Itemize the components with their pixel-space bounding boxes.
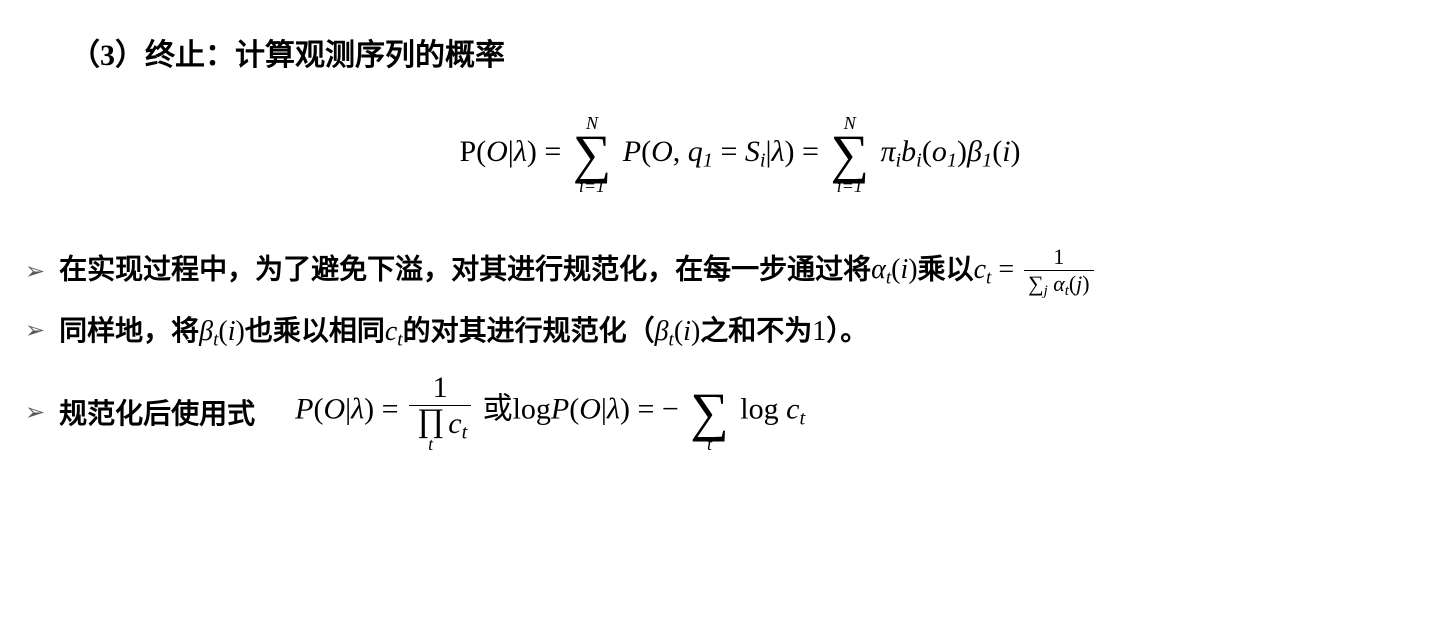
- f2-sum-sigma: ∑: [690, 388, 729, 437]
- sym-S: S: [745, 135, 760, 168]
- section-heading: （3）终止：计算观测序列的概率: [70, 30, 1410, 74]
- b2-i2: i: [683, 316, 691, 347]
- bullet-2: ➢ 同样地，将βt(i)也乘以相同ct的对其进行规范化（βt(i)之和不为1）。: [25, 309, 1410, 351]
- sym-open: (: [476, 135, 486, 168]
- f2-O2: O: [579, 393, 601, 426]
- sym-lambda: λ: [514, 135, 527, 168]
- sym-beta-close: ): [1011, 135, 1021, 168]
- b2-text-5: ）。: [826, 315, 868, 346]
- b2-text-4: 之和不为: [700, 315, 812, 346]
- bullet-list: ➢ 在实现过程中，为了避免下溢，对其进行规范化，在每一步通过将αt(i)乘以ct…: [25, 245, 1410, 454]
- b1-frac-num: 1: [1024, 245, 1093, 271]
- sym-O2: O: [651, 135, 673, 168]
- b1-fraction: 1∑j αt(j): [1024, 245, 1093, 300]
- f2-eq2: =: [630, 393, 662, 426]
- sym-comma: ,: [673, 135, 688, 168]
- f2-c2: c: [786, 393, 799, 426]
- sum-1: N ∑ i=1: [573, 114, 612, 195]
- slide: （3）终止：计算观测序列的概率 P(O|λ) = N ∑ i=1 P(O, q1…: [0, 0, 1440, 621]
- b1-text-2: 乘以: [918, 253, 974, 284]
- sym-o-sub: 1: [947, 150, 957, 172]
- b2-text-2: 也乘以相同: [245, 315, 385, 346]
- f2-minus: −: [662, 393, 686, 426]
- f2-c1-sub: t: [462, 422, 468, 444]
- b1-den-close: ): [1082, 272, 1089, 296]
- f2-sum: ∑t: [690, 372, 729, 453]
- sym-close: ): [527, 135, 537, 168]
- sym-P2: P: [623, 135, 641, 168]
- sym-P: P: [459, 135, 476, 168]
- b1-den-alpha: α: [1053, 272, 1064, 296]
- sym-b: b: [901, 135, 916, 168]
- f2-or: 或: [474, 393, 512, 426]
- sum-2: N ∑ i=1: [830, 114, 869, 195]
- b2-open: (: [218, 316, 227, 347]
- sym-b-close: ): [957, 135, 967, 168]
- sym-eq: =: [537, 135, 569, 168]
- f2-frac: 1∏tct: [409, 371, 471, 453]
- sym-eq2: =: [795, 135, 827, 168]
- b2-beta2: β: [655, 316, 669, 347]
- f2-log1: log: [513, 393, 551, 426]
- b1-text-1: 在实现过程中，为了避免下溢，对其进行规范化，在每一步通过将: [59, 253, 871, 284]
- sym-q: q: [688, 135, 703, 168]
- b1-close: ): [908, 254, 917, 285]
- sym-eq-inner: =: [713, 135, 745, 168]
- b2-beta: β: [199, 316, 213, 347]
- bullet-marker-icon: ➢: [25, 316, 45, 345]
- f2-log2: log: [733, 393, 786, 426]
- f2-lam2: λ: [607, 393, 620, 426]
- f2-eq1: =: [374, 393, 406, 426]
- f2-c1: c: [448, 407, 461, 440]
- termination-formula: P(O|λ) = N ∑ i=1 P(O, q1 = Si|λ) = N ∑ i…: [70, 114, 1410, 195]
- f2-prod-sym: ∏: [417, 407, 444, 437]
- bullet-marker-icon: ➢: [25, 398, 45, 427]
- b2-text-1: 同样地，将: [59, 315, 199, 346]
- f2-frac-num: 1: [409, 371, 471, 406]
- f2-c2-sub: t: [799, 408, 805, 430]
- b2-open2: (: [674, 316, 683, 347]
- b1-c: c: [974, 254, 986, 285]
- bullet-marker-icon: ➢: [25, 257, 45, 286]
- sym-O: O: [486, 135, 508, 168]
- b2-text-3: 的对其进行规范化（: [403, 315, 655, 346]
- f2-close2: ): [620, 393, 630, 426]
- b1-den-sigma: ∑: [1028, 272, 1044, 296]
- sym-beta-open: (: [992, 135, 1002, 168]
- f2-P2: P: [551, 393, 569, 426]
- bullet-3: ➢ 规范化后使用式 P(O|λ) = 1∏tct 或logP(O|λ) = − …: [25, 371, 1410, 453]
- f2-close1: ): [364, 393, 374, 426]
- sym-pi: π: [880, 135, 895, 168]
- f2-open1: (: [313, 393, 323, 426]
- normalization-formula: P(O|λ) = 1∏tct 或logP(O|λ) = − ∑t log ct: [295, 371, 805, 453]
- sym-beta: β: [967, 135, 982, 168]
- sym-o: o: [932, 135, 947, 168]
- sym-close2: ): [785, 135, 795, 168]
- sum-2-sigma: ∑: [830, 130, 869, 179]
- b3-label: 规范化后使用式: [59, 392, 255, 432]
- sym-beta-sub: 1: [982, 150, 992, 172]
- b2-close: ): [235, 316, 244, 347]
- f2-O1: O: [323, 393, 345, 426]
- b2-c: c: [385, 316, 397, 347]
- f2-open2: (: [569, 393, 579, 426]
- b1-alpha: α: [871, 254, 886, 285]
- b2-one: 1: [812, 316, 826, 347]
- sym-b-open: (: [922, 135, 932, 168]
- sym-open2: (: [641, 135, 651, 168]
- sum-1-sigma: ∑: [573, 130, 612, 179]
- b1-eq: =: [991, 254, 1021, 285]
- sym-q-sub: 1: [703, 150, 713, 172]
- b2-close2: ): [691, 316, 700, 347]
- f2-lam1: λ: [351, 393, 364, 426]
- bullet-1: ➢ 在实现过程中，为了避免下溢，对其进行规范化，在每一步通过将αt(i)乘以ct…: [25, 245, 1410, 300]
- f2-P1: P: [295, 393, 313, 426]
- f2-prod: ∏t: [417, 407, 444, 453]
- sym-lambda2: λ: [772, 135, 785, 168]
- sym-beta-i: i: [1002, 135, 1010, 168]
